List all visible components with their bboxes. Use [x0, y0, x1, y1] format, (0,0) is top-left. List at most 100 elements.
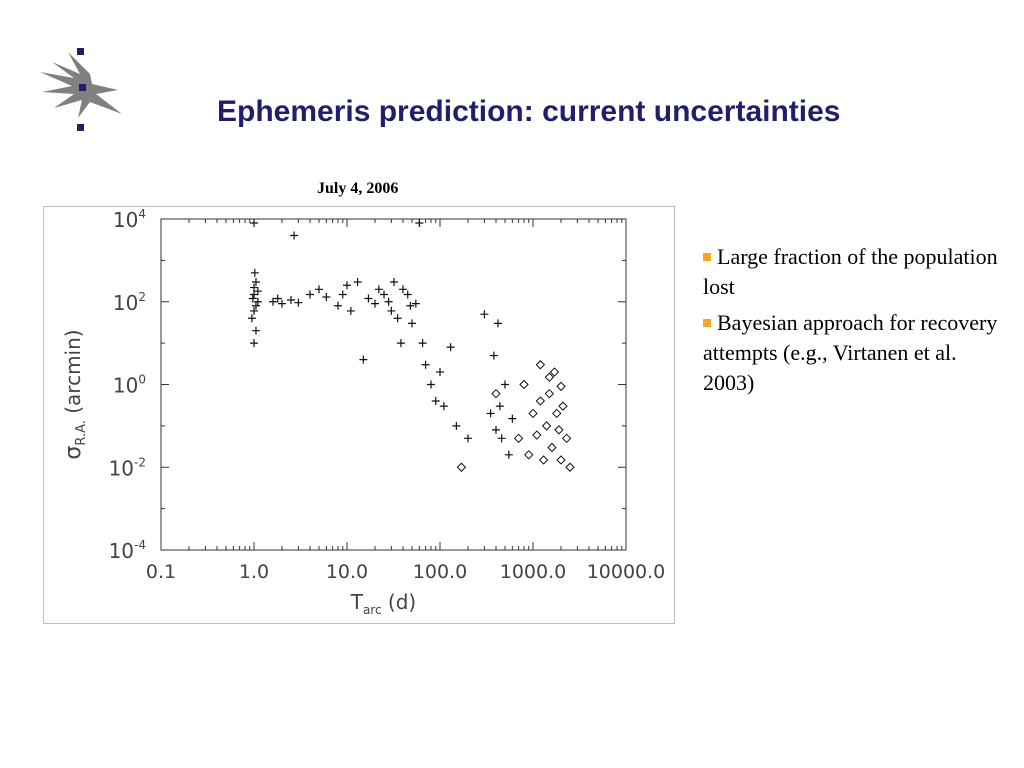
plus-point — [250, 219, 258, 228]
y-tick-label: 100 — [113, 373, 146, 398]
plus-point — [251, 278, 260, 287]
bullet-item: Large fraction of the population lost — [703, 242, 1003, 302]
diamond-point — [541, 421, 552, 431]
plus-point — [250, 306, 258, 315]
diamond-point — [544, 388, 555, 399]
plus-point — [493, 319, 502, 328]
x-tick-label: 0.1 — [146, 561, 176, 583]
diamond-point — [552, 408, 562, 419]
plus-point — [504, 450, 513, 459]
x-tick-label: 1.0 — [239, 561, 269, 583]
x-tick-label: 10.0 — [326, 561, 368, 583]
y-tick-label: 10-2 — [109, 455, 146, 480]
plus-point — [305, 290, 314, 299]
plus-point — [248, 294, 257, 303]
plus-point — [315, 285, 324, 294]
plus-point — [294, 298, 303, 307]
plus-point — [403, 290, 412, 299]
diamond-point — [554, 425, 564, 435]
diamond-point — [491, 388, 501, 399]
plus-point — [446, 343, 455, 352]
plus-point — [346, 306, 355, 315]
plus-point — [436, 368, 444, 377]
plus-point — [384, 297, 393, 306]
flame-logo-icon — [40, 48, 122, 131]
plus-point — [322, 293, 331, 302]
plus-point — [398, 285, 407, 294]
bullet-marker-icon — [703, 319, 711, 327]
bullet-text: Bayesian approach for recovery attempts … — [703, 310, 998, 395]
plus-point — [396, 339, 405, 348]
diamond-point — [556, 381, 566, 392]
plus-point — [273, 294, 282, 303]
plus-point — [290, 231, 299, 240]
plus-point — [415, 219, 424, 228]
diamond-point — [535, 360, 546, 370]
chart-svg: 0.1 1.0 10.0 100.0 1000.0 10000.0 104 102 100 10-… — [61, 207, 666, 617]
bullet-list: Large fraction of the population lost Ba… — [703, 242, 1003, 404]
plus-point — [393, 314, 402, 323]
plus-point — [489, 351, 498, 360]
diamond-point — [524, 450, 534, 460]
plus-point — [250, 268, 259, 277]
bullet-item: Bayesian approach for recovery attempts … — [703, 308, 1003, 398]
plus-point — [426, 380, 435, 389]
plus-point — [277, 299, 286, 308]
plus-point — [374, 285, 383, 294]
plus-point — [411, 299, 420, 308]
plus-point — [333, 301, 342, 310]
plus-point — [250, 290, 258, 299]
plus-point — [380, 290, 389, 299]
scatter-chart: 0.1 1.0 10.0 100.0 1000.0 10000.0 104 102 100 10-… — [43, 206, 675, 624]
diamond-point — [535, 396, 546, 406]
plus-point — [338, 290, 347, 299]
plus-point — [250, 283, 258, 292]
plus-point — [501, 380, 510, 389]
diamond-point — [549, 367, 560, 377]
x-axis-label: Tarc (d) — [350, 590, 417, 617]
plus-point — [251, 301, 260, 310]
x-tick-label: 1000.0 — [500, 561, 566, 583]
plus-point — [486, 409, 495, 418]
plus-point — [480, 310, 489, 319]
plus-point — [418, 339, 427, 348]
plus-point — [491, 425, 500, 434]
plus-point — [508, 414, 517, 423]
chart-date: July 4, 2006 — [317, 180, 399, 197]
plus-point — [406, 301, 415, 310]
plus-point — [251, 326, 260, 335]
x-tick-label: 10000.0 — [587, 561, 666, 583]
plus-point — [452, 421, 461, 430]
plus-point — [364, 294, 373, 303]
plus-point — [421, 360, 430, 369]
bullet-text: Large fraction of the population lost — [703, 244, 998, 299]
bullet-marker-icon — [703, 253, 711, 261]
plus-point — [268, 297, 277, 306]
y-axis-label: σR.A. (arcmin) — [61, 329, 89, 459]
plus-point — [463, 434, 472, 443]
plus-point — [497, 434, 506, 443]
university-logo — [34, 44, 134, 140]
diamond-point — [519, 379, 529, 390]
plus-point — [387, 306, 396, 315]
diamond-point — [538, 455, 549, 465]
diamond-point — [556, 455, 566, 465]
plus-point — [250, 339, 258, 348]
x-tick-label: 100.0 — [413, 561, 467, 583]
diamond-point — [513, 433, 524, 444]
plus-point — [247, 314, 256, 323]
plus-point — [359, 355, 368, 364]
plus-point — [431, 396, 440, 405]
plus-point — [439, 402, 448, 411]
plus-point — [343, 281, 351, 290]
plus-point — [408, 319, 417, 328]
diamond-point — [561, 433, 572, 444]
plus-point — [253, 287, 262, 296]
y-tick-label: 10-4 — [109, 538, 146, 563]
y-tick-label: 102 — [113, 290, 146, 315]
diamond-point — [565, 462, 575, 472]
diamond-point — [532, 430, 542, 440]
diamond-point — [544, 372, 555, 382]
diamond-point — [558, 401, 568, 411]
plus-point — [495, 402, 504, 411]
